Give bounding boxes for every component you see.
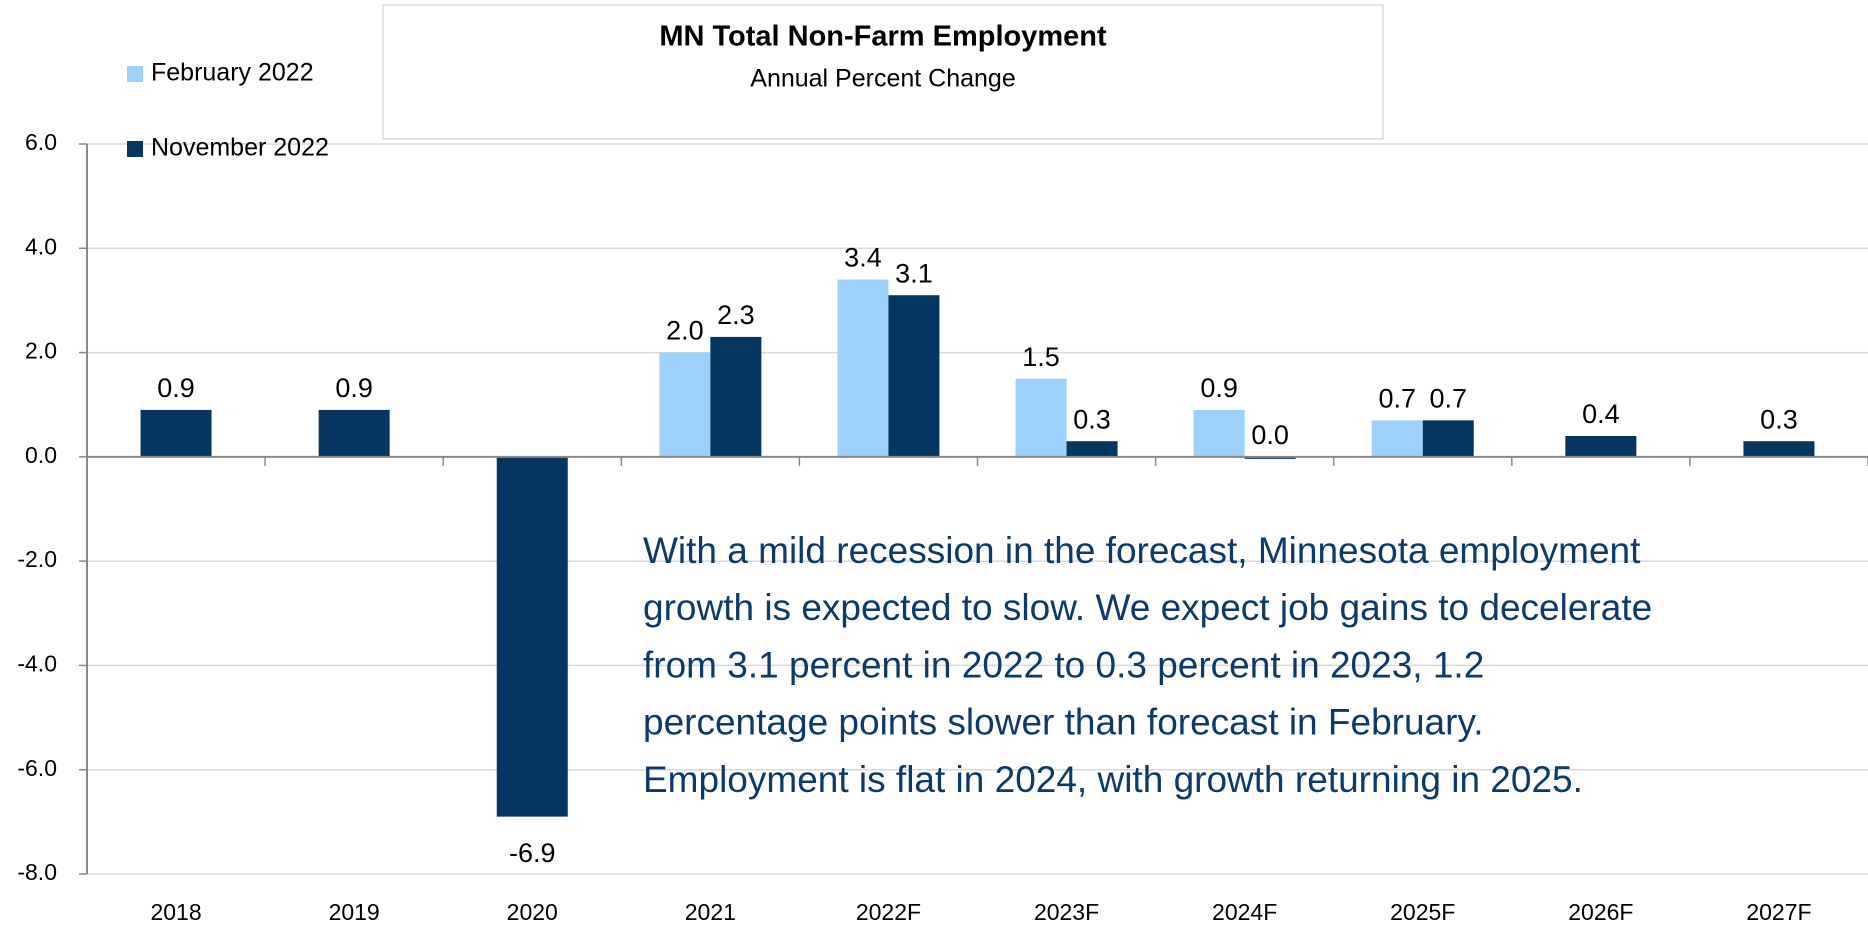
bar — [1066, 441, 1118, 457]
legend-label: November 2022 — [151, 134, 329, 162]
annotation: percentage points slower than forecast i… — [643, 702, 1484, 743]
bar — [1193, 409, 1245, 457]
bar — [1565, 436, 1637, 457]
y-tick-label: -6.0 — [17, 755, 57, 781]
data-label: 0.4 — [1582, 399, 1620, 429]
legend-label: February 2022 — [151, 59, 314, 87]
title-box — [382, 4, 1384, 140]
x-tick-label: 2026F — [1568, 899, 1633, 925]
data-label: 1.5 — [1022, 342, 1060, 372]
bar — [888, 295, 940, 457]
bar — [496, 456, 568, 817]
chart-title: MN Total Non-Farm Employment — [659, 21, 1107, 53]
annotation: With a mild recession in the forecast, M… — [643, 530, 1641, 571]
data-label: 0.7 — [1378, 383, 1416, 413]
x-tick-label: 2025F — [1390, 899, 1455, 925]
bar — [659, 352, 711, 457]
data-label: 0.9 — [335, 373, 373, 403]
data-label: 2.0 — [666, 316, 704, 346]
x-tick-label: 2020 — [507, 899, 558, 925]
x-tick-label: 2021 — [685, 899, 736, 925]
bar — [837, 279, 889, 457]
y-tick-label: -2.0 — [17, 546, 57, 572]
data-label: 0.9 — [157, 373, 195, 403]
data-label: 0.3 — [1760, 404, 1798, 434]
data-label: 0.3 — [1073, 404, 1111, 434]
x-tick-label: 2023F — [1034, 899, 1099, 925]
data-label: -6.9 — [509, 838, 556, 868]
annotation: Employment is flat in 2024, with growth … — [643, 759, 1583, 800]
x-tick-label: 2024F — [1212, 899, 1277, 925]
x-tick-label: 2022F — [856, 899, 921, 925]
data-label: 2.3 — [717, 300, 755, 330]
y-tick-label: 6.0 — [25, 129, 57, 155]
y-tick-label: 2.0 — [25, 338, 57, 364]
bar — [710, 336, 762, 457]
annotation: from 3.1 percent in 2022 to 0.3 percent … — [643, 644, 1484, 685]
data-label: 0.0 — [1251, 420, 1289, 450]
x-tick-label: 2027F — [1746, 899, 1811, 925]
bar — [140, 409, 212, 457]
bar — [1015, 378, 1067, 457]
legend-swatch — [127, 141, 143, 157]
data-label: 0.7 — [1429, 383, 1467, 413]
bar — [318, 409, 390, 457]
y-tick-label: -4.0 — [17, 651, 57, 677]
data-label: 3.1 — [895, 258, 933, 288]
y-tick-label: 4.0 — [25, 233, 57, 259]
x-tick-label: 2018 — [150, 899, 201, 925]
data-label: 3.4 — [844, 243, 882, 273]
chart-subtitle: Annual Percent Change — [750, 65, 1015, 93]
annotation: growth is expected to slow. We expect jo… — [643, 587, 1652, 628]
bar — [1743, 441, 1815, 457]
legend-swatch — [127, 66, 143, 82]
y-tick-label: 0.0 — [25, 442, 57, 468]
x-tick-label: 2019 — [329, 899, 380, 925]
data-label: 0.9 — [1200, 373, 1238, 403]
bar — [1371, 420, 1423, 457]
y-tick-label: -8.0 — [17, 859, 57, 885]
bar — [1422, 420, 1474, 457]
